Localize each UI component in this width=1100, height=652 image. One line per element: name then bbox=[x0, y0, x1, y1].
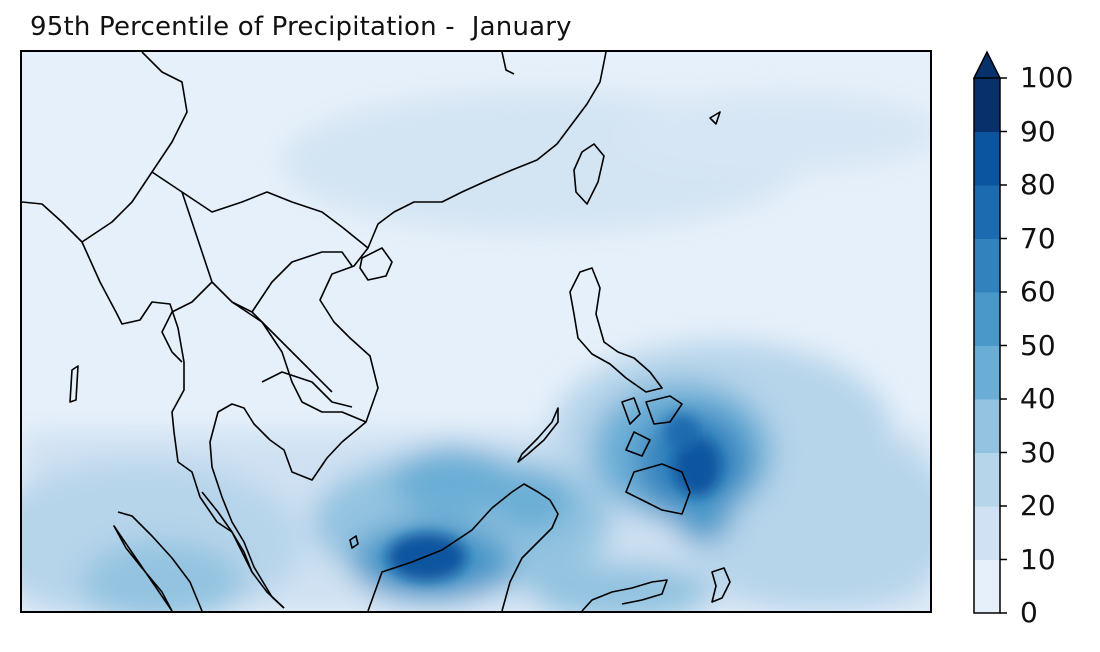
colorbar-segment bbox=[974, 506, 1000, 560]
colorbar-tick-label: 50 bbox=[1020, 328, 1056, 362]
map-title: 95th Percentile of Precipitation - Janua… bbox=[30, 12, 572, 42]
colorbar-segment bbox=[974, 345, 1000, 400]
colorbar-tick-label: 20 bbox=[1020, 489, 1056, 522]
colorbar-tick-label: 100 bbox=[1020, 61, 1074, 94]
colorbar-segment bbox=[974, 292, 1000, 346]
precipitation-map bbox=[20, 50, 932, 613]
colorbar-tick-label: 0 bbox=[1020, 596, 1038, 629]
precipitation-field bbox=[22, 52, 930, 611]
colorbar-segment bbox=[974, 131, 1000, 186]
colorbar-tick-label: 40 bbox=[1020, 382, 1056, 415]
colorbar-tick-label: 80 bbox=[1020, 168, 1056, 201]
colorbar-tick-label: 70 bbox=[1020, 221, 1056, 255]
colorbar-segment bbox=[974, 559, 1000, 614]
colorbar-tick-label: 30 bbox=[1020, 435, 1056, 469]
coastlines bbox=[22, 52, 731, 611]
colorbar-tick-label: 10 bbox=[1020, 542, 1056, 576]
colorbar-segment bbox=[974, 452, 1000, 507]
colorbar-svg bbox=[972, 50, 1007, 614]
colorbar-segment bbox=[974, 185, 1000, 239]
colorbar-tick-label: 90 bbox=[1020, 114, 1056, 148]
colorbar-segment bbox=[974, 238, 1000, 293]
colorbar-extend-arrow bbox=[972, 50, 1002, 79]
colorbar-segment bbox=[974, 399, 1000, 453]
colorbar-tick-label: 60 bbox=[1020, 275, 1056, 308]
map-canvas bbox=[22, 52, 930, 611]
colorbar-segment bbox=[974, 78, 1000, 132]
